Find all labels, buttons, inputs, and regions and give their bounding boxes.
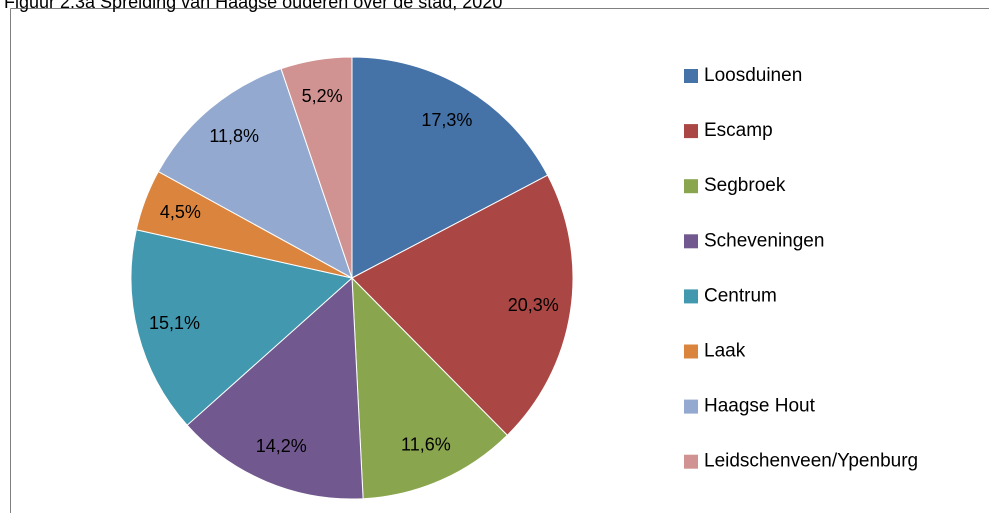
data-label: 11,8% (209, 126, 259, 146)
legend-swatch (684, 289, 698, 304)
data-label: 5,2% (302, 86, 343, 106)
pie-slice (186, 276, 364, 500)
legend-swatch (684, 344, 698, 359)
legend-label: Centrum (704, 285, 777, 306)
pie-slice (351, 174, 574, 436)
data-label: 20,3% (508, 295, 559, 315)
legend-swatch (684, 124, 698, 139)
legend-swatch (684, 454, 698, 469)
legend-label: Leidschenveen/Ypenburg (704, 451, 918, 472)
pie-slice (280, 56, 353, 279)
data-label: 15,1% (149, 313, 200, 333)
data-label: 4,5% (160, 202, 201, 222)
data-label: 17,3% (421, 110, 472, 130)
legend-swatch (684, 234, 698, 249)
data-label: 14,2% (256, 436, 307, 456)
chart-title: Figuur 2.3a Spreiding van Haagse ouderen… (4, 0, 502, 12)
pie-slice (351, 56, 549, 279)
pie-slice (351, 276, 508, 500)
pie-slice (130, 229, 354, 426)
legend-label: Haagse Hout (704, 396, 816, 417)
legend-swatch (684, 399, 698, 414)
legend-swatch (684, 179, 698, 194)
data-label: 11,6% (401, 435, 451, 455)
legend-swatch (684, 69, 698, 83)
legend-label: Loosduinen (704, 65, 802, 86)
pie-slice (157, 68, 353, 280)
legend-label: Escamp (704, 120, 773, 141)
legend-label: Scheveningen (704, 230, 824, 251)
legend-label: Laak (704, 341, 746, 362)
legend-label: Segbroek (704, 175, 786, 196)
